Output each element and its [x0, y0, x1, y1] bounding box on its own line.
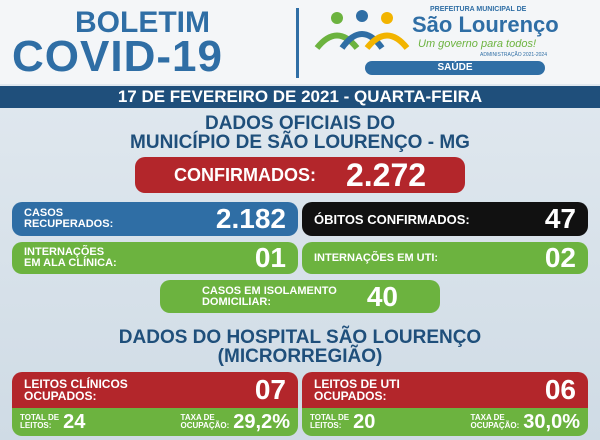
label: TOTAL DE	[20, 413, 60, 422]
label: LEITOS CLÍNICOS	[24, 377, 128, 391]
icu: INTERNAÇÕES EM UTI: 02	[302, 242, 588, 274]
icu-stats: TOTAL DE LEITOS: 20 TAXA DE OCUPAÇÃO: 30,0%	[302, 408, 588, 436]
value: 47	[544, 203, 576, 234]
deaths: ÓBITOS CONFIRMADOS: 47	[302, 202, 588, 236]
section-title: DADOS DO HOSPITAL SÃO LOURENÇO (MICRORREG…	[0, 328, 600, 366]
confirmed: CONFIRMADOS: 2.272	[135, 157, 465, 193]
recovered: CASOS RECUPERADOS: 2.182	[12, 202, 298, 236]
value: 2.272	[345, 156, 427, 193]
value: 01	[254, 242, 286, 273]
clinical-beds: LEITOS CLÍNICOS OCUPADOS: 07	[12, 372, 298, 408]
label: RECUPERADOS:	[24, 218, 114, 230]
value: 06	[544, 374, 576, 405]
line: (MICRORREGIÃO)	[217, 346, 383, 367]
value: 20	[353, 410, 376, 433]
icu-beds: LEITOS DE UTI OCUPADOS: 06	[302, 372, 588, 408]
ward: INTERNAÇÕES EM ALA CLÍNICA: 01	[12, 242, 298, 274]
label: OCUPAÇÃO:	[470, 421, 520, 430]
label: CASOS EM ISOLAMENTO	[201, 284, 337, 297]
label: INTERNAÇÕES EM UTI:	[314, 251, 439, 264]
department: SAÚDE	[365, 61, 545, 75]
label: OCUPAÇÃO:	[180, 421, 230, 430]
logo-admin: ADMINISTRAÇÃO 2021-2024	[480, 52, 547, 58]
clinical-stats: TOTAL DE LEITOS: 24 TAXA DE OCUPAÇÃO: 29,2%	[12, 408, 298, 436]
label: INTERNAÇÕES	[24, 246, 105, 258]
label: CASOS	[24, 207, 64, 219]
label: DOMICILIAR:	[201, 295, 272, 308]
label: CONFIRMADOS:	[173, 165, 316, 185]
label: OCUPADOS:	[24, 389, 97, 403]
value: 24	[63, 410, 86, 433]
logo-name: São Lourenço	[412, 12, 559, 37]
date-bar: 17 DE FEVEREIRO DE 2021 - QUARTA-FEIRA	[0, 86, 600, 108]
isolation: CASOS EM ISOLAMENTO DOMICILIAR: 40	[160, 280, 440, 313]
value: 07	[254, 374, 286, 405]
value: 2.182	[215, 203, 286, 234]
label: ÓBITOS CONFIRMADOS:	[314, 211, 470, 227]
value: 02	[544, 242, 576, 273]
label: TOTAL DE	[310, 413, 350, 422]
title: BOLETIM	[75, 6, 210, 39]
divider	[296, 8, 299, 78]
label: LEITOS DE UTI	[314, 377, 400, 391]
label: TAXA DE	[180, 413, 215, 422]
subtitle: COVID-19	[12, 32, 223, 81]
value: 30,0%	[523, 410, 580, 433]
logo-icon	[314, 10, 410, 50]
label: LEITOS:	[310, 421, 342, 430]
logo-top: PREFEITURA MUNICIPAL DE	[430, 6, 527, 13]
line: MUNICÍPIO DE SÃO LOURENÇO - MG	[130, 132, 470, 153]
section-title: DADOS OFICIAIS DO MUNICÍPIO DE SÃO LOUREN…	[0, 114, 600, 152]
line: DADOS OFICIAIS DO	[204, 113, 395, 134]
line: DADOS DO HOSPITAL SÃO LOURENÇO	[118, 327, 482, 348]
value: 40	[366, 280, 399, 312]
value: 29,2%	[233, 410, 290, 433]
label: TAXA DE	[470, 413, 505, 422]
label: LEITOS:	[20, 421, 52, 430]
label: EM ALA CLÍNICA:	[24, 257, 117, 269]
logo-slogan: Um governo para todos!	[418, 38, 537, 50]
label: OCUPADOS:	[314, 389, 387, 403]
